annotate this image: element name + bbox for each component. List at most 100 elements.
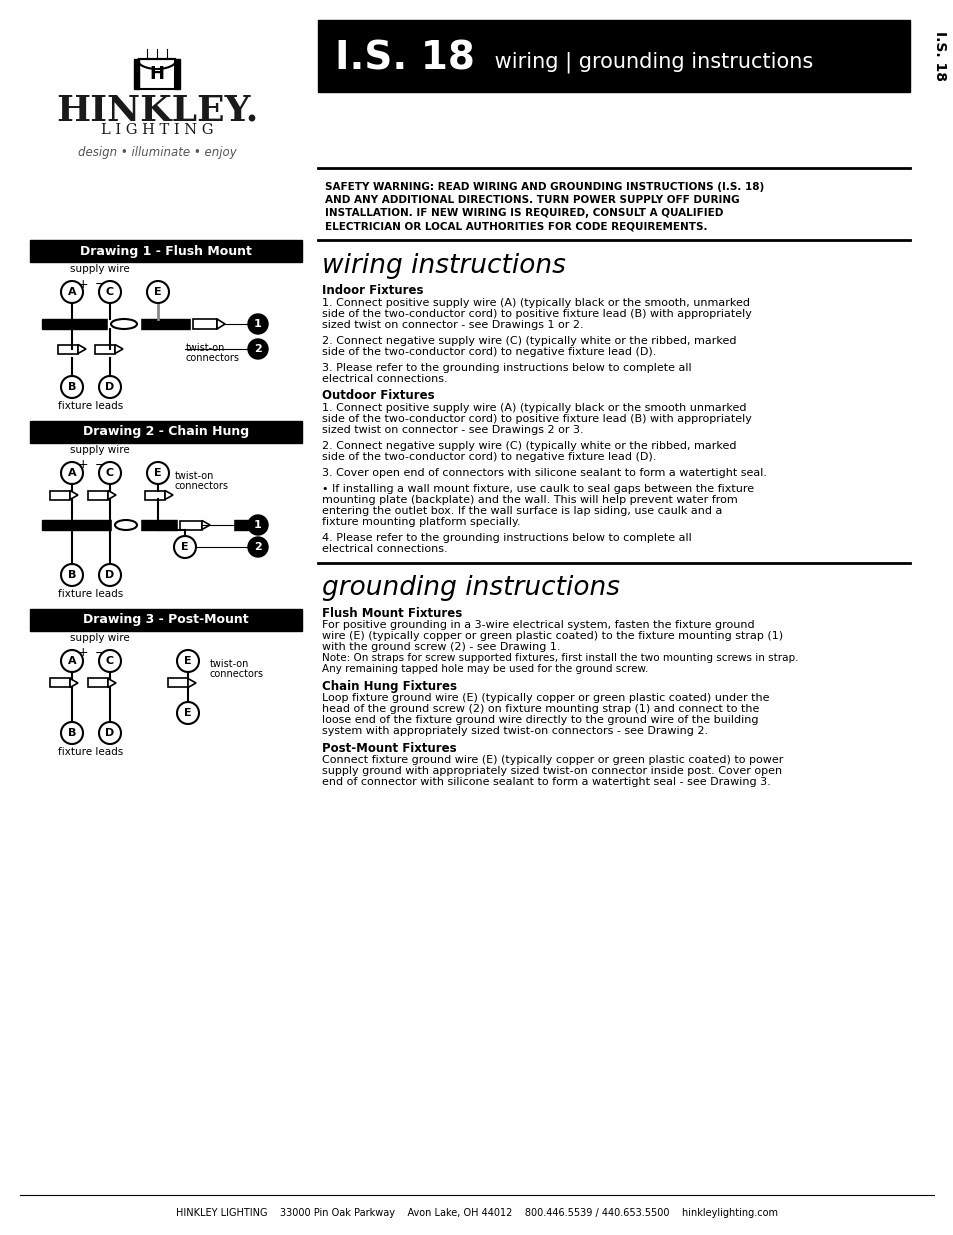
Text: Post-Mount Fixtures: Post-Mount Fixtures <box>322 742 456 755</box>
Text: D: D <box>105 571 114 580</box>
Text: +: + <box>77 278 89 290</box>
Bar <box>174 59 180 89</box>
Bar <box>30 609 302 631</box>
Text: mounting plate (backplate) and the wall. This will help prevent water from: mounting plate (backplate) and the wall.… <box>322 495 737 505</box>
Bar <box>95 345 115 353</box>
Text: ELECTRICIAN OR LOCAL AUTHORITIES FOR CODE REQUIREMENTS.: ELECTRICIAN OR LOCAL AUTHORITIES FOR COD… <box>325 221 707 231</box>
Text: Drawing 3 - Post-Mount: Drawing 3 - Post-Mount <box>83 614 249 626</box>
Text: H: H <box>150 65 164 83</box>
Text: twist-on: twist-on <box>174 471 214 480</box>
Text: 2. Connect negative supply wire (C) (typically white or the ribbed, marked: 2. Connect negative supply wire (C) (typ… <box>322 441 736 451</box>
Text: SAFETY WARNING: READ WIRING AND GROUNDING INSTRUCTIONS (I.S. 18): SAFETY WARNING: READ WIRING AND GROUNDIN… <box>325 182 763 191</box>
Text: C: C <box>106 656 114 666</box>
Text: supply wire: supply wire <box>71 264 130 274</box>
Bar <box>50 490 70 499</box>
Text: Any remaining tapped hole may be used for the ground screw.: Any remaining tapped hole may be used fo… <box>322 664 648 674</box>
Text: wiring | grounding instructions: wiring | grounding instructions <box>488 51 812 73</box>
Text: INSTALLATION. IF NEW WIRING IS REQUIRED, CONSULT A QUALIFIED: INSTALLATION. IF NEW WIRING IS REQUIRED,… <box>325 207 722 219</box>
Text: −: − <box>94 278 105 290</box>
Text: +: + <box>77 458 89 472</box>
Bar <box>30 240 302 262</box>
Bar <box>30 421 302 443</box>
Text: wire (E) (typically copper or green plastic coated) to the fixture mounting stra: wire (E) (typically copper or green plas… <box>322 631 782 641</box>
Text: E: E <box>154 468 162 478</box>
Text: D: D <box>105 727 114 739</box>
Bar <box>88 490 108 499</box>
Polygon shape <box>70 490 78 499</box>
Text: L I G H T I N G: L I G H T I N G <box>101 124 213 137</box>
Bar <box>168 678 188 688</box>
Bar <box>145 490 165 499</box>
Polygon shape <box>78 345 86 353</box>
Bar <box>108 317 140 331</box>
Text: 3. Please refer to the grounding instructions below to complete all: 3. Please refer to the grounding instruc… <box>322 363 691 373</box>
Text: with the ground screw (2) - see Drawing 1.: with the ground screw (2) - see Drawing … <box>322 642 560 652</box>
Bar <box>42 520 252 530</box>
Text: Flush Mount Fixtures: Flush Mount Fixtures <box>322 606 462 620</box>
Text: design • illuminate • enjoy: design • illuminate • enjoy <box>77 146 236 158</box>
Polygon shape <box>202 520 210 530</box>
Text: +: + <box>77 646 89 659</box>
Text: Indoor Fixtures: Indoor Fixtures <box>322 284 423 296</box>
Text: fixture leads: fixture leads <box>58 401 124 411</box>
Text: Drawing 1 - Flush Mount: Drawing 1 - Flush Mount <box>80 245 252 258</box>
Text: −: − <box>94 646 105 659</box>
Text: E: E <box>184 656 192 666</box>
Text: 1. Connect positive supply wire (A) (typically black or the smooth unmarked: 1. Connect positive supply wire (A) (typ… <box>322 403 745 412</box>
Text: 2. Connect negative supply wire (C) (typically white or the ribbed, marked: 2. Connect negative supply wire (C) (typ… <box>322 336 736 346</box>
Text: Drawing 2 - Chain Hung: Drawing 2 - Chain Hung <box>83 426 249 438</box>
Text: E: E <box>154 287 162 296</box>
Text: I.S. 18: I.S. 18 <box>932 31 946 82</box>
Bar <box>139 59 174 89</box>
Bar <box>193 319 216 329</box>
Text: C: C <box>106 287 114 296</box>
Text: HINKLEY.: HINKLEY. <box>56 93 258 127</box>
Circle shape <box>248 515 268 535</box>
Text: B: B <box>68 382 76 391</box>
Text: fixture mounting platform specially.: fixture mounting platform specially. <box>322 517 520 527</box>
Text: I.S. 18: I.S. 18 <box>335 40 475 77</box>
Text: side of the two-conductor cord) to positive fixture lead (B) with appropriately: side of the two-conductor cord) to posit… <box>322 309 751 319</box>
Polygon shape <box>115 345 123 353</box>
Text: Chain Hung Fixtures: Chain Hung Fixtures <box>322 680 456 693</box>
Bar <box>58 345 78 353</box>
Text: C: C <box>106 468 114 478</box>
Text: electrical connections.: electrical connections. <box>322 374 447 384</box>
Text: side of the two-conductor cord) to negative fixture lead (D).: side of the two-conductor cord) to negat… <box>322 452 656 462</box>
Polygon shape <box>108 490 116 499</box>
Text: For positive grounding in a 3-wire electrical system, fasten the fixture ground: For positive grounding in a 3-wire elect… <box>322 620 754 630</box>
Text: A: A <box>68 287 76 296</box>
Text: wiring instructions: wiring instructions <box>322 253 565 279</box>
Text: Note: On straps for screw supported fixtures, first install the two mounting scr: Note: On straps for screw supported fixt… <box>322 653 798 663</box>
Text: E: E <box>184 708 192 718</box>
Text: side of the two-conductor cord) to positive fixture lead (B) with appropriately: side of the two-conductor cord) to posit… <box>322 414 751 424</box>
Text: D: D <box>105 382 114 391</box>
Text: Outdoor Fixtures: Outdoor Fixtures <box>322 389 435 403</box>
Bar <box>88 678 108 688</box>
Text: HINKLEY LIGHTING    33000 Pin Oak Parkway    Avon Lake, OH 44012    800.446.5539: HINKLEY LIGHTING 33000 Pin Oak Parkway A… <box>175 1208 778 1218</box>
Text: 1. Connect positive supply wire (A) (typically black or the smooth, unmarked: 1. Connect positive supply wire (A) (typ… <box>322 298 749 308</box>
Text: sized twist on connector - see Drawings 1 or 2.: sized twist on connector - see Drawings … <box>322 320 583 330</box>
Text: electrical connections.: electrical connections. <box>322 543 447 555</box>
Polygon shape <box>188 678 195 688</box>
Bar <box>50 678 70 688</box>
Text: entering the outlet box. If the wall surface is lap siding, use caulk and a: entering the outlet box. If the wall sur… <box>322 506 721 516</box>
Polygon shape <box>165 490 172 499</box>
Text: 2: 2 <box>253 345 262 354</box>
Bar <box>180 520 202 530</box>
Text: supply ground with appropriately sized twist-on connector inside post. Cover ope: supply ground with appropriately sized t… <box>322 766 781 776</box>
Text: end of connector with silicone sealant to form a watertight seal - see Drawing 3: end of connector with silicone sealant t… <box>322 777 770 787</box>
Bar <box>317 20 909 91</box>
Bar <box>191 317 251 331</box>
Text: 3. Cover open end of connectors with silicone sealant to form a watertight seal.: 3. Cover open end of connectors with sil… <box>322 468 766 478</box>
Text: head of the ground screw (2) on fixture mounting strap (1) and connect to the: head of the ground screw (2) on fixture … <box>322 704 759 714</box>
Text: 1: 1 <box>253 520 262 530</box>
Text: sized twist on connector - see Drawings 2 or 3.: sized twist on connector - see Drawings … <box>322 425 583 435</box>
Text: connectors: connectors <box>210 669 264 679</box>
Circle shape <box>248 314 268 333</box>
Text: AND ANY ADDITIONAL DIRECTIONS. TURN POWER SUPPLY OFF DURING: AND ANY ADDITIONAL DIRECTIONS. TURN POWE… <box>325 195 739 205</box>
Polygon shape <box>70 678 78 688</box>
Text: 4. Please refer to the grounding instructions below to complete all: 4. Please refer to the grounding instruc… <box>322 534 691 543</box>
Text: E: E <box>181 542 189 552</box>
Text: supply wire: supply wire <box>71 445 130 454</box>
